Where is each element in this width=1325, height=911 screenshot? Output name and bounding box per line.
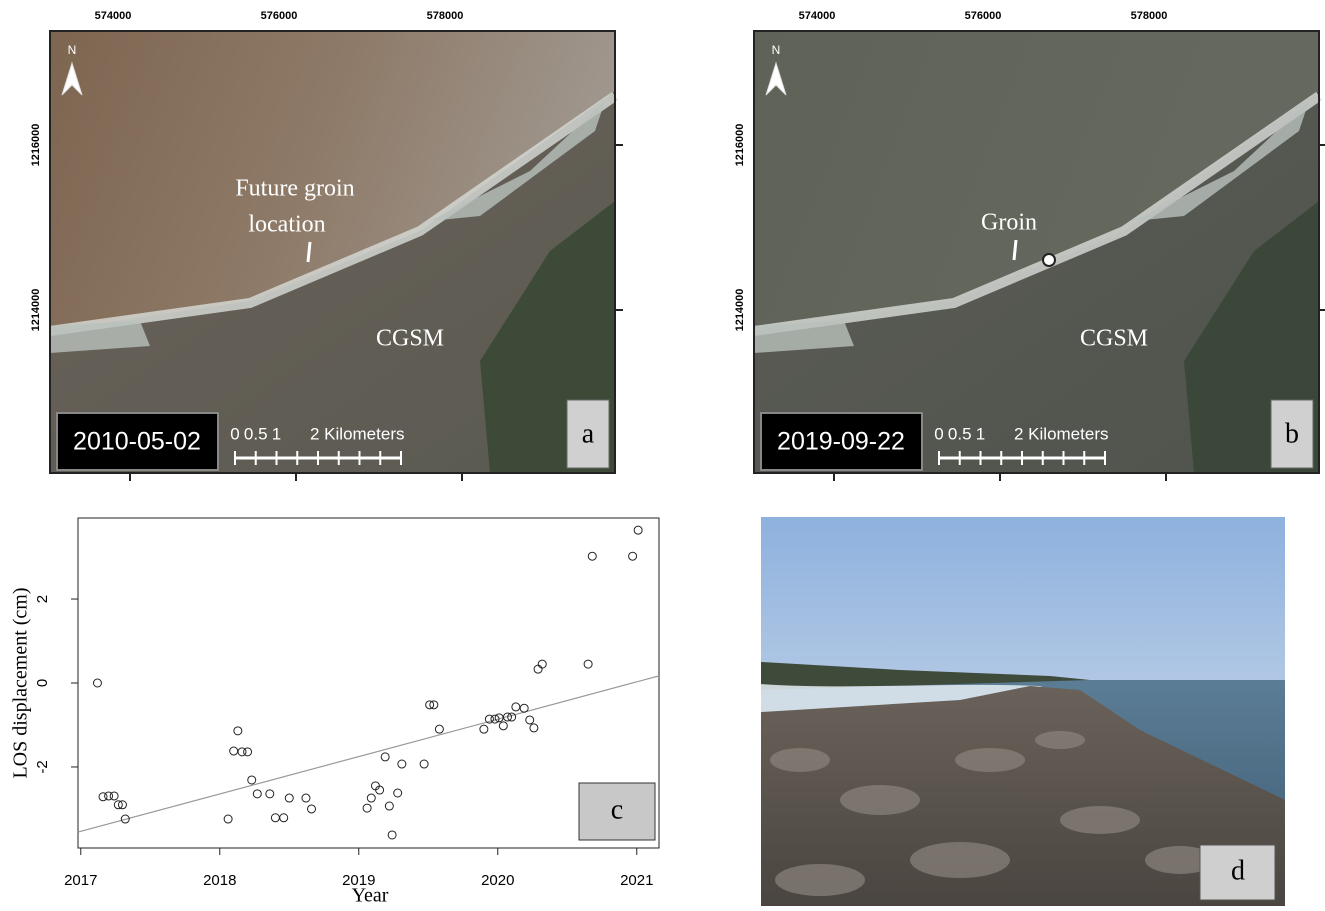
scale-label: 2 Kilometers	[310, 424, 404, 443]
data-point	[367, 794, 375, 802]
y-tick-label: 0	[34, 679, 51, 687]
panel-label: d	[1231, 855, 1245, 886]
y-axis-label: LOS displacement (cm)	[10, 587, 32, 778]
map-panel: 574000 576000 578000 1216000 1214000 N Groin CG…	[734, 10, 1325, 481]
panel-label: c	[611, 794, 623, 825]
data-point	[398, 760, 406, 768]
photo-panel: d	[761, 517, 1285, 906]
y-coordinate-label: 1214000	[734, 289, 746, 332]
map-panel: 574000 576000 578000 1216000 1214000 N Future …	[30, 10, 623, 481]
place-label: CGSM	[1080, 326, 1148, 352]
y-coordinate-label: 1216000	[734, 124, 746, 167]
y-coordinate-label: 1214000	[30, 289, 42, 332]
data-point	[308, 805, 316, 813]
data-point	[110, 792, 118, 800]
y-tick-label: -2	[34, 760, 51, 773]
data-point	[302, 794, 310, 802]
date-label: 2010-05-02	[73, 428, 201, 456]
x-coordinate-label: 576000	[965, 10, 1002, 22]
data-point	[271, 814, 279, 822]
data-point	[480, 725, 488, 733]
data-point	[512, 703, 520, 711]
data-point	[629, 552, 637, 560]
data-point	[253, 790, 261, 798]
trend-line	[78, 676, 659, 832]
annotation-leader	[1014, 240, 1016, 260]
x-tick-label: 2019	[342, 872, 375, 889]
x-coordinate-label: 578000	[1131, 10, 1168, 22]
map-annotation: Future groin	[235, 176, 354, 202]
data-point	[248, 776, 256, 784]
x-tick-label: 2017	[64, 872, 97, 889]
x-tick-label: 2021	[620, 872, 653, 889]
annotation-leader	[308, 242, 310, 262]
data-point	[520, 704, 528, 712]
data-point	[244, 748, 252, 756]
scale-label: 0	[934, 424, 943, 443]
data-point	[363, 804, 371, 812]
scale-label: 0	[230, 424, 239, 443]
north-label: N	[68, 43, 77, 57]
maps: 574000 576000 578000 1216000 1214000 N Future …	[30, 10, 1325, 481]
map-annotation: Groin	[981, 210, 1037, 236]
panel-label: b	[1285, 418, 1299, 449]
data-point	[285, 794, 293, 802]
data-point	[394, 789, 402, 797]
map-annotation: location	[248, 212, 325, 238]
y-tick-label: 2	[34, 595, 51, 603]
x-coordinate-label: 574000	[95, 10, 132, 22]
data-point	[499, 722, 507, 730]
data-point	[230, 747, 238, 755]
x-tick-label: 2018	[203, 872, 236, 889]
data-point	[93, 679, 101, 687]
data-point	[534, 665, 542, 673]
x-coordinate-label: 574000	[799, 10, 836, 22]
data-point	[420, 760, 428, 768]
figure: 574000 576000 578000 1216000 1214000 N Future …	[0, 0, 1325, 906]
data-point	[381, 753, 389, 761]
data-point	[526, 716, 534, 724]
scale-label: 1	[976, 424, 985, 443]
data-point	[99, 793, 107, 801]
groin-marker	[1043, 254, 1055, 266]
data-point	[634, 526, 642, 534]
panel-label: a	[582, 418, 595, 449]
data-point	[538, 660, 546, 668]
data-point	[224, 815, 232, 823]
data-point	[588, 552, 596, 560]
data-point	[266, 790, 274, 798]
data-point	[234, 727, 242, 735]
data-point	[280, 814, 288, 822]
place-label: CGSM	[376, 326, 444, 352]
data-point	[388, 831, 396, 839]
scale-label: 0.5	[244, 424, 268, 443]
scale-label: 2 Kilometers	[1014, 424, 1108, 443]
x-coordinate-label: 578000	[427, 10, 464, 22]
date-label: 2019-09-22	[777, 428, 905, 456]
north-label: N	[772, 43, 781, 57]
scale-label: 0.5	[948, 424, 972, 443]
data-point	[385, 802, 393, 810]
x-tick-label: 2020	[481, 872, 514, 889]
data-point	[584, 660, 592, 668]
y-coordinate-label: 1216000	[30, 124, 42, 167]
x-coordinate-label: 576000	[261, 10, 298, 22]
data-point	[530, 724, 538, 732]
plot-frame	[78, 518, 659, 848]
scale-label: 1	[272, 424, 281, 443]
data-point	[435, 725, 443, 733]
